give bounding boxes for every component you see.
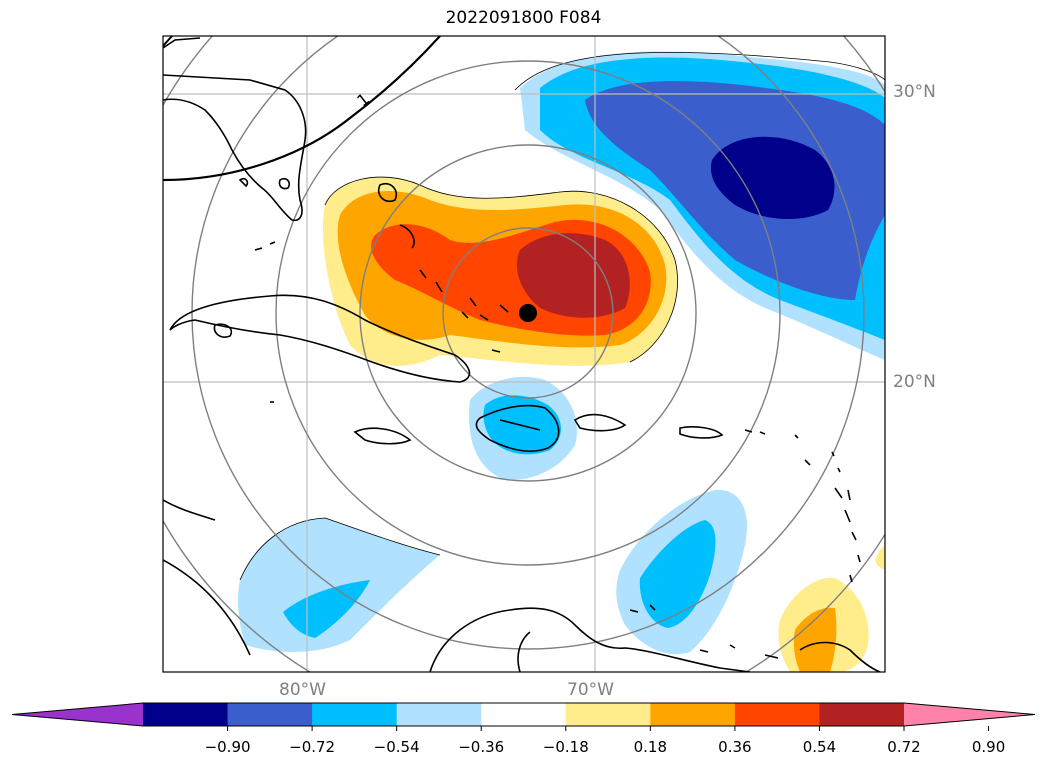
colorbar-tick-label: 0.90 [971,738,1006,756]
lon-label-80w: 80°W [279,680,326,700]
range-rings [163,36,885,672]
thick-contour-line [163,36,441,182]
coastlines [163,37,881,672]
thick-contour-line-corner [163,36,173,47]
colorbar-tick-label: −0.90 [204,738,251,756]
contour-label: 1 [353,89,373,110]
negative-anomaly-southeast [616,489,747,655]
colorbar-tick-label: −0.72 [289,738,336,756]
negative-anomaly-southwest [237,517,441,652]
lon-label-70w: 70°W [567,680,614,700]
map-frame [162,35,886,673]
colorbar [11,702,1036,731]
colorbar-segment [312,703,398,726]
colorbar-segment [396,703,482,726]
colorbar-segment [650,703,736,726]
colorbar-extend-high [904,703,1035,726]
colorbar-segment [565,703,651,726]
map-area: 1 [163,36,885,672]
colorbar-segment [143,703,229,726]
colorbar-tick-label: 0.18 [633,738,668,756]
colorbar-tick-label: 0.54 [802,738,837,756]
colorbar-outline [11,702,1036,727]
positive-anomaly-southeast [778,545,885,672]
colorbar-tick-label: −0.36 [458,738,505,756]
negative-anomaly-northeast [514,51,885,360]
lat-label-20n: 20°N [893,372,936,392]
colorbar-segment [227,703,313,726]
colorbar-tick-label: 0.72 [887,738,921,756]
storm-center-marker [519,304,537,322]
colorbar-tick-label: −0.18 [542,738,589,756]
positive-anomaly-bahamas [322,176,678,366]
colorbar-segment [734,703,820,726]
colorbar-segment [819,703,905,726]
colorbar-tick-label: 0.36 [718,738,752,756]
lat-label-30n: 30°N [893,82,936,102]
colorbar-extend-low [12,703,143,726]
colorbar-segment [481,703,567,726]
map-title: 2022091800 F084 [445,8,602,28]
colorbar-tick-label: −0.54 [373,738,420,756]
negative-anomaly-hispaniola [469,376,577,481]
